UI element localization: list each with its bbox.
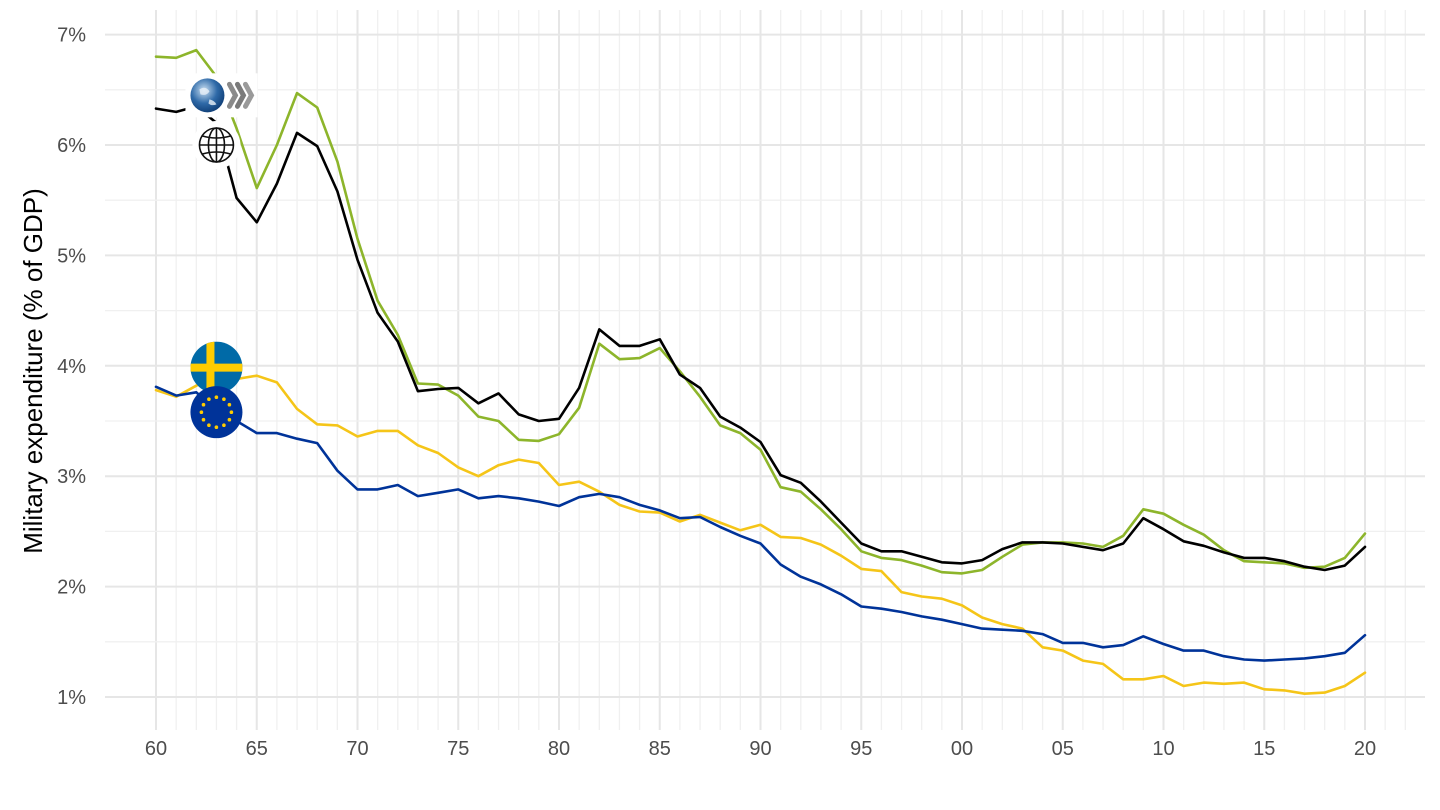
world-series-line — [154, 105, 1367, 572]
y-tick-label: 6% — [57, 135, 86, 157]
y-tick-label: 4% — [57, 356, 86, 378]
x-tick-label: 85 — [649, 738, 671, 760]
euro-area-series-line — [154, 385, 1367, 662]
x-tick-label: 80 — [548, 738, 570, 760]
y-tick-label: 5% — [57, 245, 86, 267]
x-tick-label: 60 — [145, 738, 167, 760]
x-tick-label: 90 — [749, 738, 771, 760]
sweden-flag-icon — [190, 341, 243, 394]
x-tick-label: 65 — [246, 738, 268, 760]
x-tick-label: 05 — [1052, 738, 1074, 760]
x-axis-ticks: 60 65 70 75 80 85 90 95 00 05 10 15 20 — [145, 738, 1376, 760]
y-axis-ticks: 1% 2% 3% 4% 5% 6% 7% — [57, 25, 86, 709]
y-tick-label: 7% — [57, 25, 86, 47]
sweden-series-line — [154, 373, 1367, 695]
oecd-logo-icon — [185, 73, 258, 118]
x-tick-label: 75 — [447, 738, 469, 760]
x-tick-label: 00 — [951, 738, 973, 760]
y-tick-label: 3% — [57, 466, 86, 488]
x-tick-label: 15 — [1253, 738, 1275, 760]
x-tick-label: 10 — [1152, 738, 1174, 760]
world-globe-icon — [192, 121, 241, 169]
y-tick-label: 2% — [57, 577, 86, 599]
x-tick-label: 70 — [346, 738, 368, 760]
x-tick-label: 95 — [850, 738, 872, 760]
y-tick-label: 1% — [57, 687, 86, 709]
series-icons — [185, 73, 258, 439]
y-axis-title: Military expenditure (% of GDP) — [18, 188, 48, 554]
grid — [105, 10, 1425, 730]
series-lines — [154, 48, 1367, 695]
x-tick-label: 20 — [1354, 738, 1376, 760]
oecd-series-line — [154, 48, 1367, 575]
eu-flag-icon — [190, 386, 243, 439]
